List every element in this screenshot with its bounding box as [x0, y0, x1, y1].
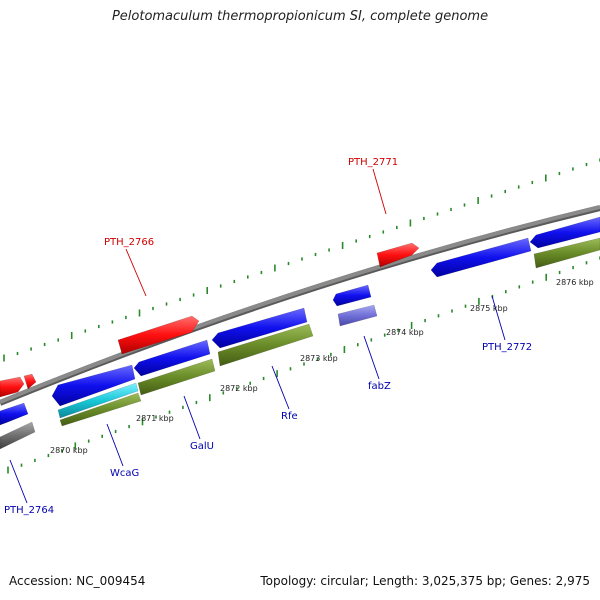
kbp-label: 2873 kbp: [300, 354, 338, 363]
feature-track[interactable]: [0, 216, 600, 450]
gene-feature-blue[interactable]: [529, 216, 600, 249]
cds-feature[interactable]: [217, 323, 314, 367]
map-title: Pelotomaculum thermopropionicum SI, comp…: [111, 9, 489, 24]
kbp-label: 2872 kbp: [220, 384, 258, 393]
kbp-label: 2874 kbp: [386, 328, 424, 337]
backbone-line: [0, 205, 600, 404]
kbp-label: 2875 kbp: [470, 304, 508, 313]
accession-label: Accession: NC_009454: [9, 574, 146, 588]
leader-line: [125, 248, 147, 297]
gene-feature-GalU[interactable]: [133, 339, 211, 377]
minus-strand-ticks: [7, 256, 600, 474]
kbp-label: 2871 kbp: [136, 414, 174, 423]
gene-feature-fabZ[interactable]: [332, 284, 372, 307]
leader-line: [363, 335, 380, 380]
cds-feature[interactable]: [137, 358, 216, 396]
kbp-label: 2870 kbp: [50, 446, 88, 455]
gene-feature-PTH_2772[interactable]: [430, 237, 532, 278]
gene-feature-blue[interactable]: [51, 364, 136, 407]
genome-backbone: [0, 205, 600, 406]
gene-labels: 2870 kbp 2871 kbp 2872 kbp 2873 kbp 2874 kbp…: [4, 157, 594, 516]
gene-label: WcaG: [110, 468, 139, 479]
gene-feature-Rfe[interactable]: [211, 307, 308, 349]
gene-label: fabZ: [368, 381, 391, 392]
gene-feature-blue[interactable]: [0, 402, 29, 426]
gene-label: PTH_2766: [104, 237, 154, 248]
gene-label: PTH_2772: [482, 342, 532, 353]
gene-feature-PTH_2766[interactable]: [117, 315, 200, 355]
gene-label: GalU: [190, 441, 214, 452]
leader-line: [491, 295, 506, 341]
genome-summary: Topology: circular; Length: 3,025,375 bp…: [260, 574, 590, 588]
leader-line: [372, 168, 387, 215]
gene-feature-red[interactable]: [23, 373, 37, 390]
rna-feature[interactable]: [57, 382, 139, 419]
leader-line: [271, 365, 290, 410]
gene-label: PTH_2771: [348, 157, 398, 168]
label-leaders: [9, 168, 506, 504]
cds-feature[interactable]: [533, 237, 600, 269]
backbone-shadow: [0, 205, 600, 406]
gene-label: PTH_2764: [4, 505, 54, 516]
other-feature[interactable]: [337, 304, 378, 327]
gene-label: Rfe: [281, 411, 298, 422]
gene-feature-PTH_2771[interactable]: [376, 242, 420, 268]
plus-strand-ticks: [3, 158, 600, 362]
gene-feature-red[interactable]: [0, 376, 25, 398]
cds-feature[interactable]: [59, 392, 142, 427]
leader-line: [106, 423, 124, 467]
leader-line: [9, 459, 28, 504]
kbp-label: 2876 kbp: [556, 278, 594, 287]
pseudo-feature[interactable]: [0, 421, 36, 450]
leader-line: [183, 395, 201, 440]
